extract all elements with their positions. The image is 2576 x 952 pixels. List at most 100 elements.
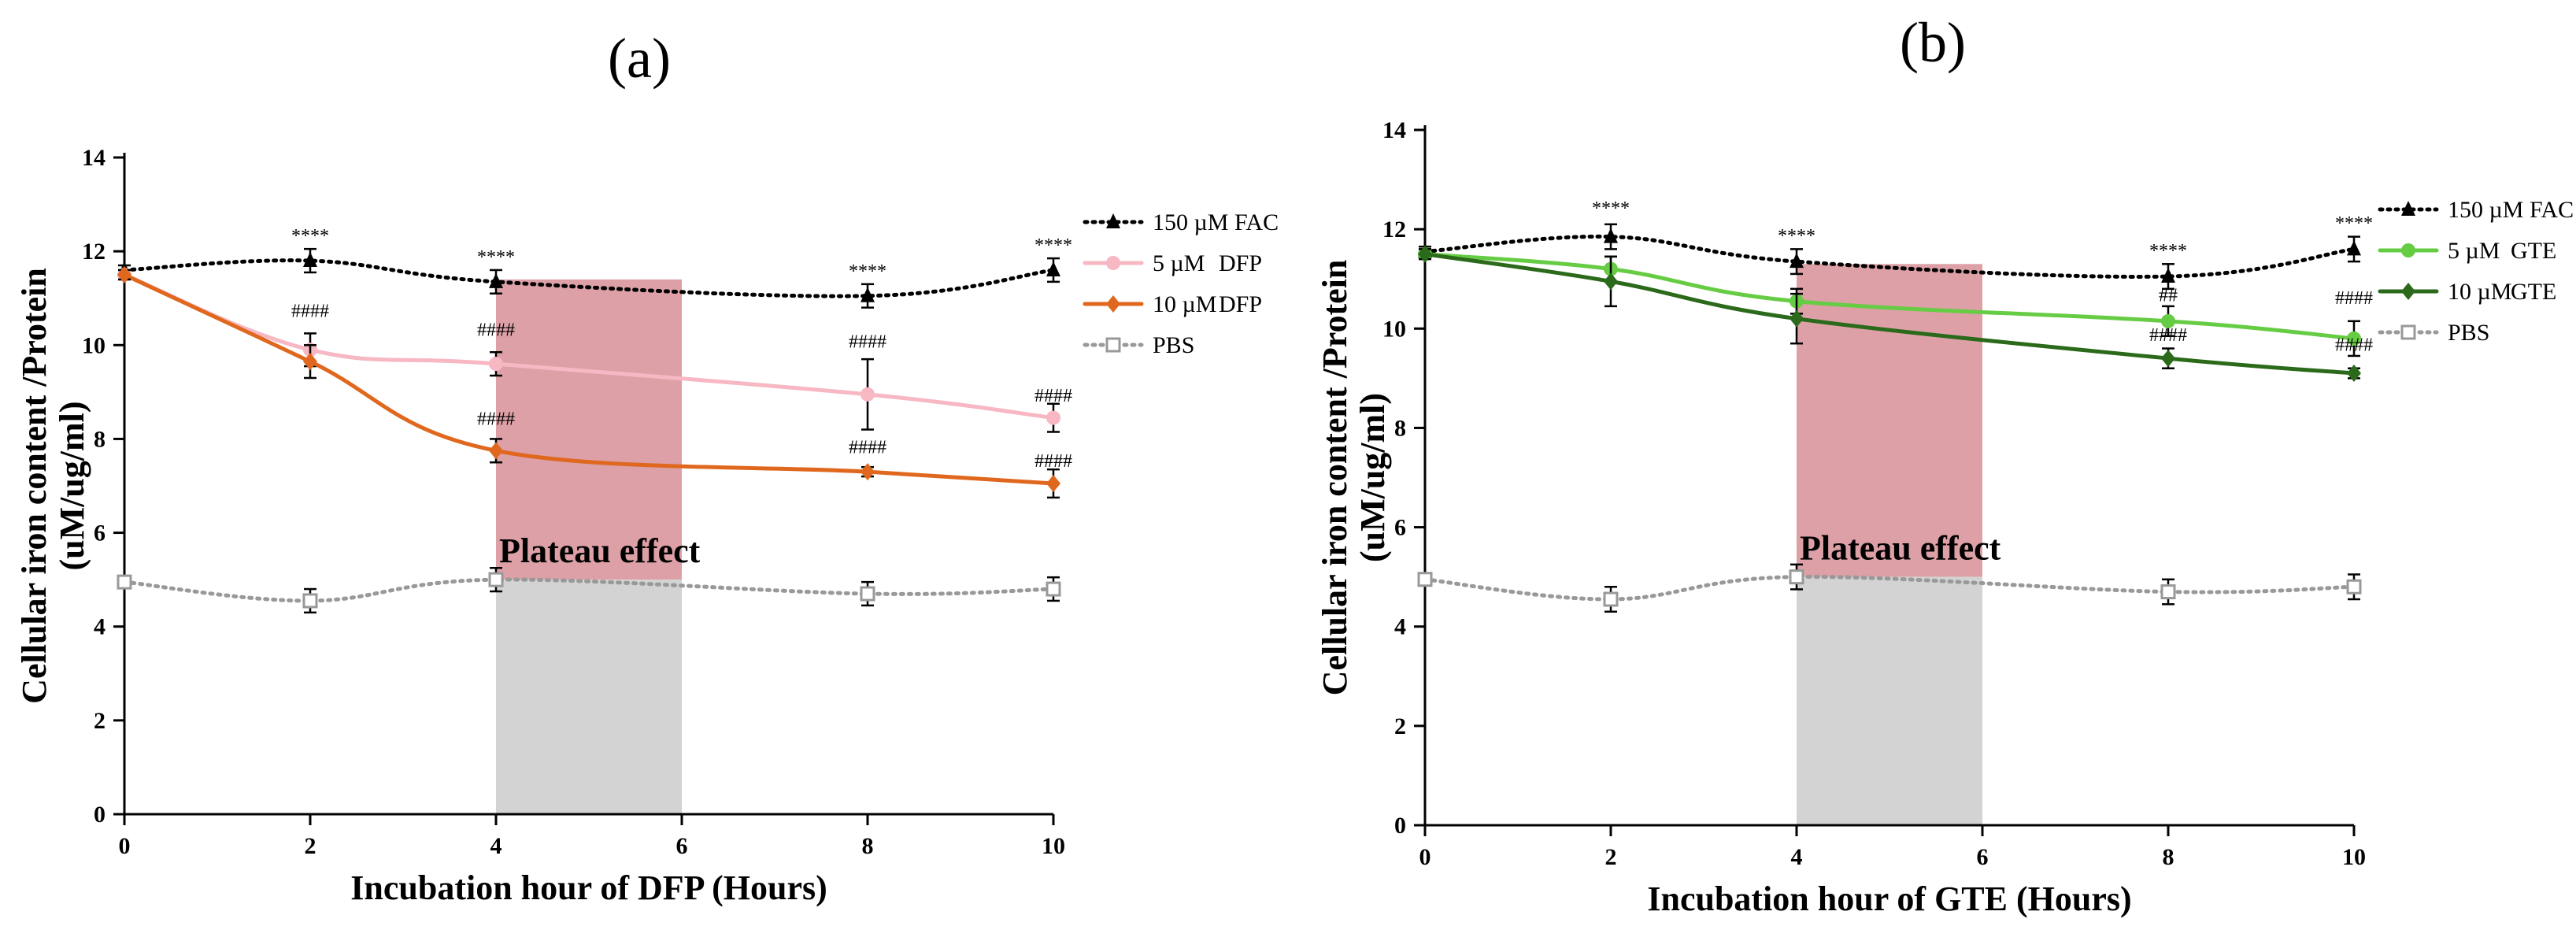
legend-label: 5 µM [1153, 250, 1205, 276]
y-tick-label: 4 [1394, 614, 1406, 640]
data-point [117, 265, 131, 283]
data-point [1790, 253, 1804, 269]
significance-mark: #### [849, 332, 886, 352]
x-tick-label: 10 [2342, 844, 2366, 870]
series-line [122, 577, 1056, 603]
series-pbs [1417, 563, 2362, 613]
significance-mark: **** [1778, 226, 1815, 246]
y-tick-label: 12 [82, 239, 105, 265]
significance-mark: #### [2335, 288, 2373, 309]
legend-label-suffix: GTE [2511, 238, 2556, 264]
y-tick-label: 2 [1394, 713, 1406, 739]
data-point [2347, 240, 2361, 256]
legend-marker [2401, 243, 2415, 257]
y-tick-label: 0 [1394, 813, 1406, 839]
significance-mark: **** [2149, 241, 2187, 261]
legend-label: 150 µM FAC [1153, 209, 1279, 235]
y-axis-label-units: (uM/ug/ml) [53, 401, 91, 570]
plateau-label: Plateau effect [1800, 529, 2001, 568]
data-point [2161, 350, 2175, 368]
legend-marker [1106, 295, 1120, 313]
x-tick-label: 8 [2163, 844, 2174, 870]
significance-mark: **** [849, 261, 886, 282]
significance-mark: #### [477, 409, 515, 430]
data-point [1046, 261, 1060, 276]
significance-mark: #### [1034, 451, 1072, 472]
significance-mark: **** [291, 226, 329, 246]
legend-label-suffix: DFP [1219, 250, 1262, 276]
legend-marker [2400, 324, 2416, 340]
data-point [2161, 268, 2175, 283]
x-tick-label: 0 [1419, 844, 1431, 870]
y-axis-label: Cellular iron content /Protein [15, 268, 54, 704]
y-tick-label: 8 [94, 426, 105, 452]
legend-marker [1106, 256, 1120, 270]
y-tick-label: 8 [1394, 415, 1406, 441]
x-tick-label: 6 [676, 833, 688, 859]
significance-mark: #### [1034, 386, 1072, 406]
x-tick-label: 0 [119, 833, 131, 859]
data-point [1790, 309, 1804, 328]
y-tick-label: 2 [94, 708, 105, 734]
series-150-m-fac [1418, 223, 2361, 291]
series-line [1423, 252, 2356, 376]
data-point [1418, 245, 1432, 263]
x-tick-label: 2 [1605, 844, 1617, 870]
data-point [1046, 581, 1061, 597]
data-point [117, 574, 132, 590]
legend-label: 150 µM FAC [2448, 197, 2574, 223]
panel-label: (a) [608, 27, 671, 90]
x-tick-label: 10 [1042, 833, 1065, 859]
legend-marker [1105, 337, 1121, 353]
data-point [302, 593, 318, 609]
series-line [122, 272, 1056, 420]
data-point [2346, 579, 2362, 595]
legend-label-suffix: DFP [1219, 291, 1262, 317]
significance-mark: #### [291, 302, 329, 322]
data-point [861, 287, 875, 302]
y-tick-label: 4 [94, 614, 105, 640]
data-point [861, 463, 875, 481]
data-point [860, 586, 875, 602]
legend-label: 10 µM [2448, 279, 2511, 305]
legend-marker [1106, 213, 1120, 228]
series-line [122, 258, 1056, 298]
data-point [489, 272, 503, 288]
y-tick-label: 6 [94, 520, 105, 546]
x-tick-label: 4 [1791, 844, 1803, 870]
panel-a: (a) Plateau effect 0 2 4 6 8 10 12 14 0 2 4 6 8 10 Incub… [15, 27, 1279, 907]
series-line [1423, 252, 2356, 341]
y-tick-label: 0 [94, 802, 105, 828]
data-point [1789, 569, 1804, 585]
series-pbs [117, 567, 1061, 614]
plateau-label: Plateau effect [499, 532, 701, 570]
legend-label: 10 µM [1153, 291, 1216, 317]
data-point [303, 252, 317, 268]
series-10-m-dfp [117, 265, 1060, 499]
y-tick-label: 14 [82, 145, 105, 171]
legend-marker [2401, 201, 2415, 216]
panel-label: (b) [1900, 11, 1966, 74]
data-point [1603, 591, 1619, 607]
legend-label: PBS [2448, 320, 2489, 346]
x-tick-label: 2 [305, 833, 316, 859]
data-point [488, 572, 504, 587]
data-point [861, 387, 875, 402]
y-tick-label: 10 [82, 332, 105, 358]
data-point [489, 357, 503, 372]
data-point [489, 442, 503, 460]
legend-label: PBS [1153, 332, 1194, 358]
series-line [1423, 575, 2356, 602]
y-tick-label: 14 [1382, 117, 1406, 143]
y-tick-label: 6 [1394, 515, 1406, 541]
shaded-region [496, 580, 682, 814]
data-point [1604, 228, 1618, 243]
series-line [122, 272, 1056, 486]
x-tick-label: 6 [1977, 844, 1989, 870]
significance-mark: #### [477, 320, 515, 340]
significance-mark: **** [1034, 235, 1072, 256]
y-tick-label: 10 [1382, 316, 1406, 342]
x-tick-label: 4 [490, 833, 502, 859]
shaded-region [1797, 576, 1982, 825]
